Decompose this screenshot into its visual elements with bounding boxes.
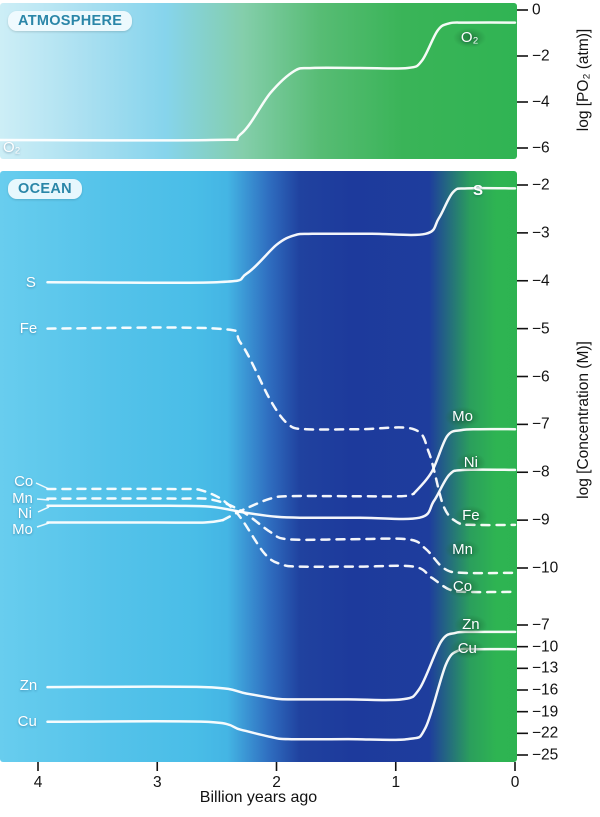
label-pointer-line: [35, 482, 50, 490]
s-curve: [46, 186, 517, 285]
mo-curve: [412, 427, 517, 496]
ni-curve: [46, 468, 517, 521]
curves-group: [0, 21, 517, 742]
mn-curve: [46, 497, 517, 575]
atmosphere-label: ATMOSPHERE: [8, 11, 133, 31]
ticks-group: [37, 9, 528, 771]
ocean-axis-title: log [Concentration (M)]: [575, 341, 592, 499]
mo-curve: [46, 518, 225, 524]
label-pointers-group: [35, 482, 50, 528]
o2-atmosphere-curve: [0, 21, 517, 142]
co-curve: [46, 487, 517, 594]
x-axis-title: Billion years ago: [199, 789, 318, 806]
cu-curve: [46, 647, 517, 742]
ocean-label: OCEAN: [8, 179, 82, 199]
label-pointer-line: [37, 506, 50, 513]
atm-axis-title: log [PO₂ (atm)]: [575, 28, 592, 132]
mo-curve: [221, 492, 415, 522]
label-pointer-line: [36, 522, 50, 528]
label-pointer-line: [36, 498, 50, 501]
